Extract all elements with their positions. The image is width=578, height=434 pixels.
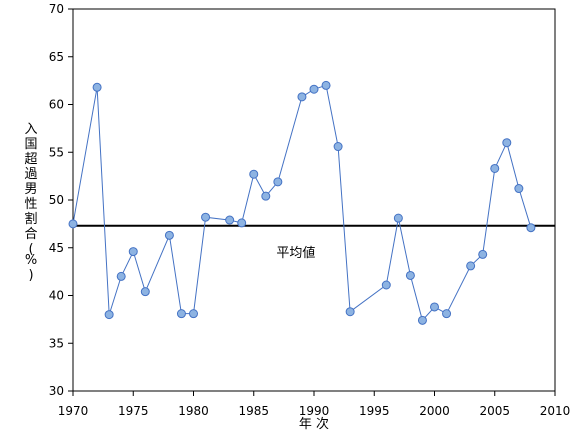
y-axis-label-char: ( xyxy=(28,242,33,257)
y-axis-label-char: 割 xyxy=(24,211,37,227)
data-point xyxy=(381,280,391,290)
data-point xyxy=(333,142,343,152)
data-point xyxy=(140,287,150,297)
y-tick-label: 50 xyxy=(49,193,64,207)
data-point xyxy=(297,92,307,102)
x-tick-label: 1970 xyxy=(58,404,89,418)
x-tick-label: 1975 xyxy=(118,404,149,418)
data-point xyxy=(478,249,488,259)
y-axis: 30 35 40 45 50 55 60 65 70 xyxy=(49,2,73,398)
x-axis-label: 年 次 xyxy=(299,416,329,432)
data-point xyxy=(249,169,259,179)
data-point xyxy=(417,315,427,325)
y-tick-label: 60 xyxy=(49,98,64,112)
y-axis-label-char: ) xyxy=(28,268,33,283)
data-point xyxy=(128,247,138,257)
y-tick-label: 45 xyxy=(49,241,64,255)
data-point xyxy=(176,309,186,319)
data-point xyxy=(116,271,126,281)
y-axis-label-char: 合 xyxy=(24,227,37,242)
average-line-label: 平均値 xyxy=(276,245,315,261)
x-tick-label: 2000 xyxy=(419,404,450,418)
data-point xyxy=(430,302,439,312)
y-axis-label-char: % xyxy=(25,253,37,268)
x-tick-label: 1995 xyxy=(359,404,390,418)
data-point xyxy=(273,177,283,187)
y-axis-label-char: 過 xyxy=(24,167,37,182)
y-tick-label: 55 xyxy=(49,145,64,159)
data-point xyxy=(502,138,512,148)
data-point xyxy=(345,307,355,317)
series-line xyxy=(72,84,532,322)
y-axis-label-char: 国 xyxy=(24,137,37,152)
x-tick-label: 1985 xyxy=(238,404,269,418)
y-tick-label: 40 xyxy=(49,289,64,303)
y-tick-label: 65 xyxy=(49,50,64,64)
data-point xyxy=(68,219,78,229)
data-point xyxy=(225,215,235,225)
y-tick-label: 70 xyxy=(49,2,64,16)
data-point xyxy=(393,213,403,223)
x-tick-label: 1990 xyxy=(299,404,330,418)
x-axis: 1970 1975 1980 1985 1990 1995 2000 2005 2010 xyxy=(58,391,571,418)
data-point xyxy=(405,270,415,280)
data-point xyxy=(490,163,500,173)
data-point xyxy=(321,80,331,90)
data-point xyxy=(309,84,319,94)
x-tick-label: 1980 xyxy=(178,404,209,418)
data-point xyxy=(466,261,476,271)
data-point xyxy=(104,310,114,320)
plot-frame xyxy=(72,8,556,392)
x-tick-label: 2005 xyxy=(479,404,510,418)
data-point xyxy=(442,309,452,319)
y-axis-label-char: 男 xyxy=(24,182,37,197)
y-axis-label-char: 性 xyxy=(24,197,37,212)
data-point xyxy=(189,309,198,319)
y-tick-label: 30 xyxy=(49,384,64,398)
data-point xyxy=(164,230,174,240)
series-group xyxy=(68,80,536,325)
data-point xyxy=(92,82,102,92)
y-axis-label-char: 入 xyxy=(24,122,37,137)
data-point xyxy=(514,184,524,194)
data-point xyxy=(237,218,247,228)
y-axis-label-char: 超 xyxy=(24,152,37,167)
x-tick-label: 2010 xyxy=(540,404,571,418)
data-point xyxy=(261,191,271,201)
y-tick-label: 35 xyxy=(49,336,64,350)
data-point xyxy=(201,212,211,222)
data-point xyxy=(526,223,536,233)
